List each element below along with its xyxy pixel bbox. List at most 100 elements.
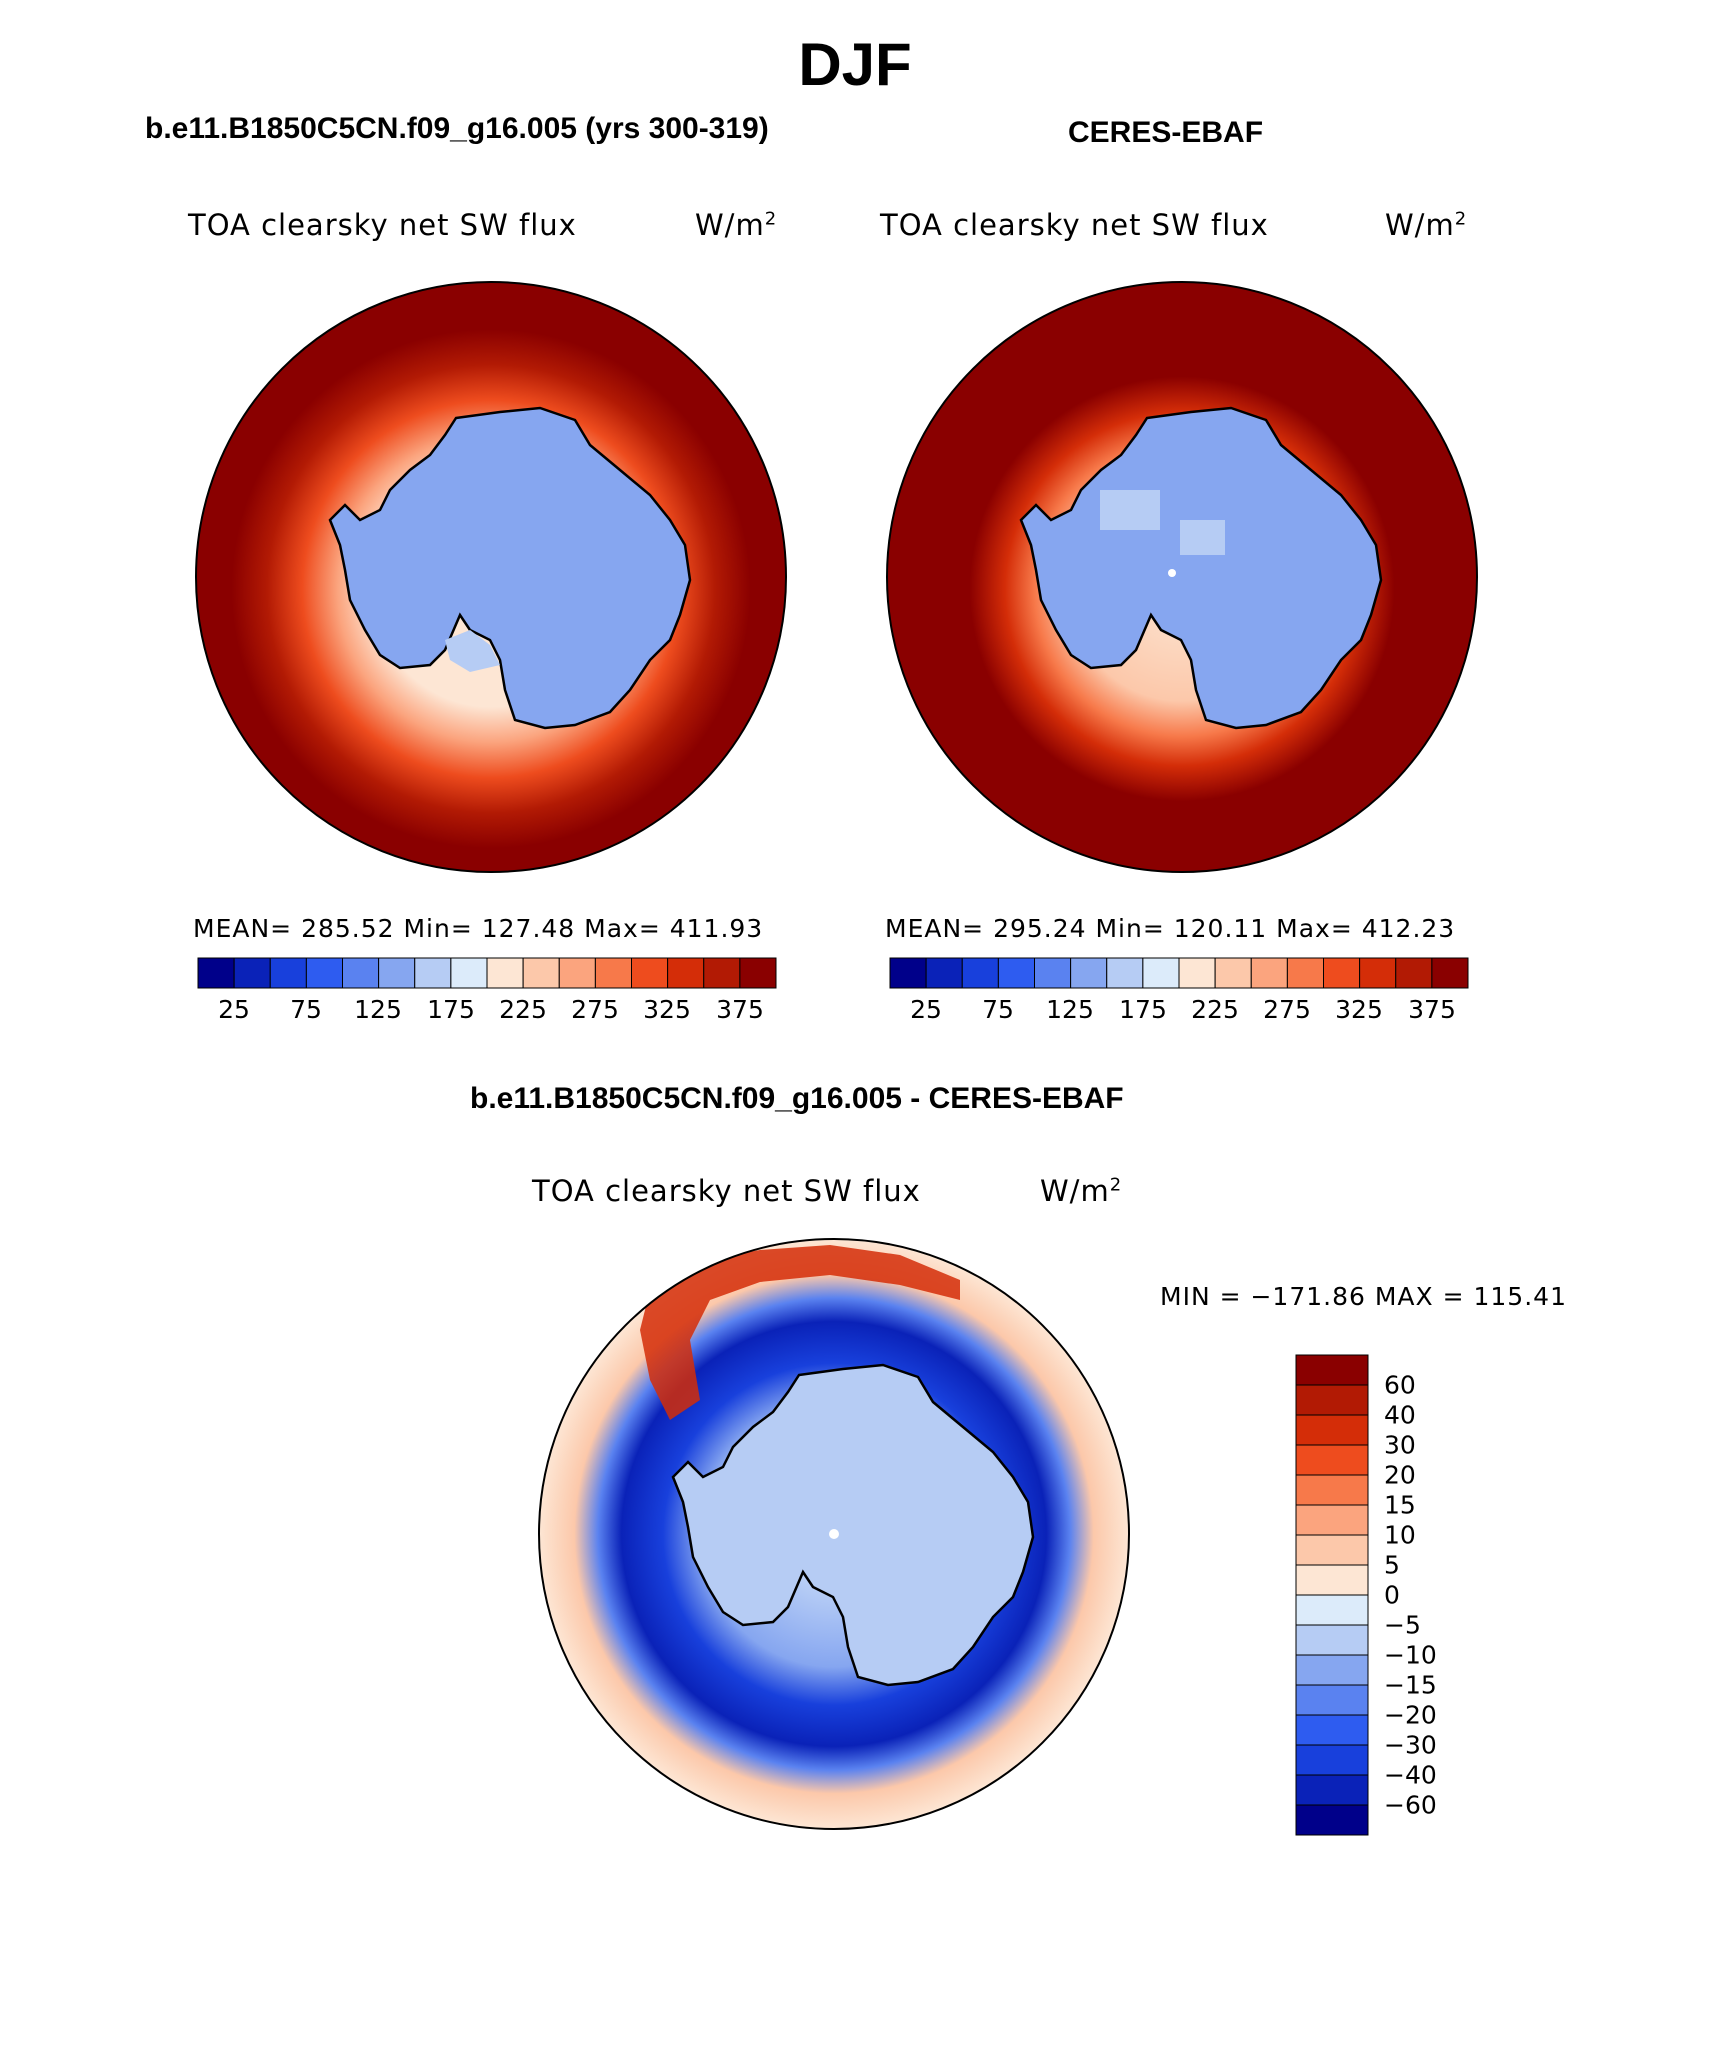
left-colorbar-tick: 325 bbox=[643, 995, 691, 1024]
left-colorbar-tick: 75 bbox=[290, 995, 322, 1024]
right-colorbar bbox=[889, 957, 1469, 989]
left-map-ross-shelf bbox=[445, 630, 500, 672]
colorbar-swatch bbox=[1295, 1624, 1369, 1656]
colorbar-swatch bbox=[1286, 957, 1324, 989]
colorbar-swatch bbox=[889, 957, 927, 989]
colorbar-swatch bbox=[1295, 1444, 1369, 1476]
right-map-patch bbox=[1100, 490, 1160, 530]
right-colorbar-tick: 125 bbox=[1046, 995, 1094, 1024]
diff-panel-variable: TOA clearsky net SW flux bbox=[532, 1174, 921, 1208]
colorbar-swatch bbox=[1295, 1474, 1369, 1506]
diff-colorbar-tick: −15 bbox=[1384, 1670, 1437, 1700]
left-panel-stats: MEAN= 285.52 Min= 127.48 Max= 411.93 bbox=[193, 914, 764, 943]
left-colorbar-tick: 175 bbox=[427, 995, 475, 1024]
diff-colorbar bbox=[1295, 1354, 1369, 1836]
colorbar-swatch bbox=[378, 957, 416, 989]
diff-colorbar-tick: 40 bbox=[1384, 1400, 1416, 1430]
colorbar-swatch bbox=[233, 957, 271, 989]
left-map bbox=[196, 282, 786, 872]
diff-colorbar-tick: −5 bbox=[1384, 1610, 1421, 1640]
left-colorbar-tick: 225 bbox=[499, 995, 547, 1024]
diff-map-antarctica bbox=[671, 1363, 1035, 1687]
colorbar-swatch bbox=[1106, 957, 1144, 989]
right-colorbar-tick: 375 bbox=[1408, 995, 1456, 1024]
colorbar-swatch bbox=[594, 957, 632, 989]
left-map-antarctica bbox=[328, 406, 692, 730]
colorbar-swatch bbox=[1034, 957, 1072, 989]
colorbar-swatch bbox=[925, 957, 963, 989]
colorbar-swatch bbox=[414, 957, 452, 989]
colorbar-swatch bbox=[197, 957, 235, 989]
colorbar-swatch bbox=[1359, 957, 1397, 989]
right-map-pole bbox=[1168, 569, 1176, 577]
figure-title: DJF bbox=[798, 31, 912, 98]
colorbar-swatch bbox=[667, 957, 705, 989]
colorbar-swatch bbox=[1214, 957, 1252, 989]
right-panel-variable: TOA clearsky net SW flux bbox=[880, 208, 1269, 242]
colorbar-swatch bbox=[1142, 957, 1180, 989]
left-map-border bbox=[195, 281, 787, 873]
diff-colorbar-tick: 0 bbox=[1384, 1580, 1400, 1610]
diff-colorbar-tick: −60 bbox=[1384, 1790, 1437, 1820]
right-colorbar-tick: 325 bbox=[1335, 995, 1383, 1024]
left-colorbar-tick: 275 bbox=[571, 995, 619, 1024]
colorbar-swatch bbox=[631, 957, 669, 989]
colorbar-swatch bbox=[1295, 1744, 1369, 1776]
left-colorbar-tick: 125 bbox=[354, 995, 402, 1024]
diff-colorbar-tick: 5 bbox=[1384, 1550, 1400, 1580]
right-colorbar-tick: 175 bbox=[1119, 995, 1167, 1024]
colorbar-swatch bbox=[1295, 1654, 1369, 1686]
colorbar-swatch bbox=[1323, 957, 1361, 989]
colorbar-swatch bbox=[703, 957, 741, 989]
colorbar-swatch bbox=[305, 957, 343, 989]
diff-panel-units: W/m2 bbox=[1040, 1174, 1123, 1208]
left-colorbar-tick: 375 bbox=[716, 995, 764, 1024]
colorbar-swatch bbox=[1295, 1804, 1369, 1836]
colorbar-swatch bbox=[997, 957, 1035, 989]
colorbar-swatch bbox=[1431, 957, 1469, 989]
diff-colorbar-tick: 10 bbox=[1384, 1520, 1416, 1550]
colorbar-swatch bbox=[1295, 1384, 1369, 1416]
colorbar-swatch bbox=[1295, 1534, 1369, 1566]
colorbar-swatch bbox=[342, 957, 380, 989]
right-map-antarctica bbox=[1019, 406, 1383, 730]
colorbar-swatch bbox=[1295, 1504, 1369, 1536]
colorbar-swatch bbox=[1070, 957, 1108, 989]
colorbar-swatch bbox=[1178, 957, 1216, 989]
left-panel-units: W/m2 bbox=[695, 208, 778, 242]
diff-map bbox=[539, 1239, 1129, 1829]
colorbar-swatch bbox=[486, 957, 524, 989]
colorbar-swatch bbox=[1295, 1594, 1369, 1626]
diff-panel-case-title: b.e11.B1850C5CN.f09_g16.005 - CERES-EBAF bbox=[470, 1082, 1124, 1115]
right-map-patch bbox=[1180, 520, 1225, 555]
right-colorbar-tick: 225 bbox=[1191, 995, 1239, 1024]
diff-colorbar-tick: 60 bbox=[1384, 1370, 1416, 1400]
colorbar-swatch bbox=[1295, 1774, 1369, 1806]
diff-colorbar-tick: −20 bbox=[1384, 1700, 1437, 1730]
colorbar-swatch bbox=[739, 957, 777, 989]
diff-panel-minmax: MIN = −171.86 MAX = 115.41 bbox=[1160, 1282, 1567, 1311]
left-panel-case-title: b.e11.B1850C5CN.f09_g16.005 (yrs 300-319… bbox=[145, 112, 769, 145]
colorbar-swatch bbox=[1295, 1714, 1369, 1746]
colorbar-swatch bbox=[1295, 1354, 1369, 1386]
colorbar-swatch bbox=[269, 957, 307, 989]
right-colorbar-tick: 75 bbox=[982, 995, 1014, 1024]
left-colorbar-tick: 25 bbox=[218, 995, 250, 1024]
diff-colorbar-tick: 20 bbox=[1384, 1460, 1416, 1490]
right-panel-stats: MEAN= 295.24 Min= 120.11 Max= 412.23 bbox=[885, 914, 1456, 943]
diff-map-pole bbox=[829, 1529, 839, 1539]
left-colorbar bbox=[197, 957, 777, 989]
diff-colorbar-tick: −40 bbox=[1384, 1760, 1437, 1790]
colorbar-swatch bbox=[450, 957, 488, 989]
colorbar-swatch bbox=[558, 957, 596, 989]
right-map-border bbox=[886, 281, 1478, 873]
right-panel-units: W/m2 bbox=[1385, 208, 1468, 242]
colorbar-swatch bbox=[1295, 1684, 1369, 1716]
diff-map-red-band bbox=[640, 1245, 960, 1420]
colorbar-swatch bbox=[961, 957, 999, 989]
right-colorbar-tick: 25 bbox=[910, 995, 942, 1024]
colorbar-swatch bbox=[1295, 1564, 1369, 1596]
right-map bbox=[887, 282, 1477, 872]
colorbar-swatch bbox=[1250, 957, 1288, 989]
